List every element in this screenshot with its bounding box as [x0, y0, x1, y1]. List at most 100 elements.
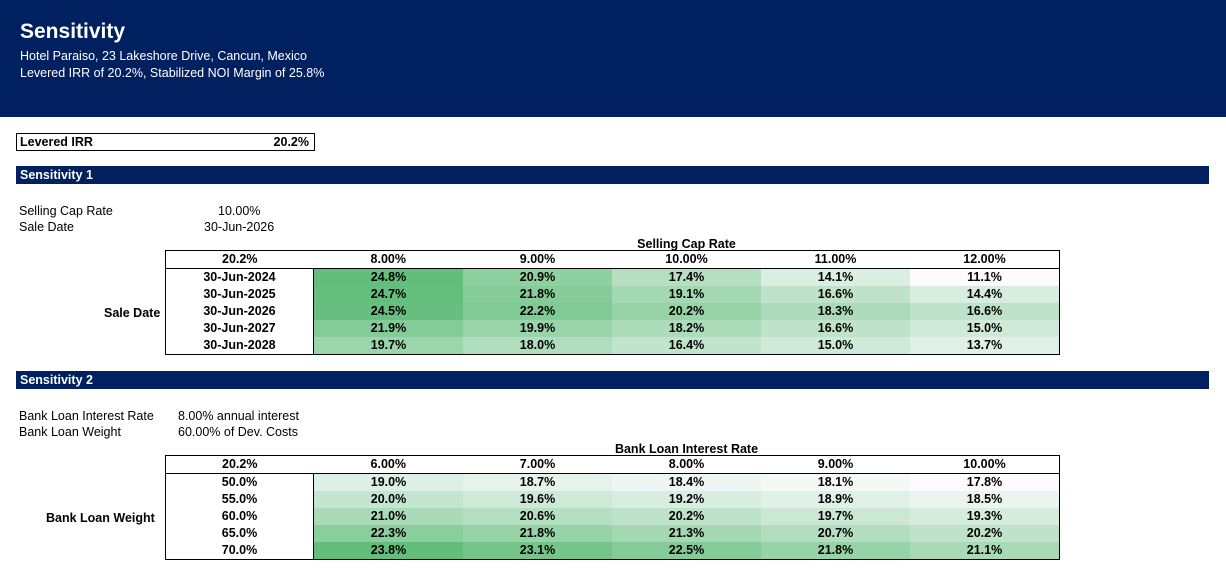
irr-cell[interactable]: 20.2%	[910, 525, 1060, 542]
row-header[interactable]: 60.0%	[165, 508, 314, 525]
irr-cell[interactable]: 22.3%	[313, 525, 463, 542]
irr-cell[interactable]: 18.7%	[463, 473, 612, 491]
levered-irr-label: Levered IRR	[20, 135, 93, 149]
irr-cell[interactable]: 24.5%	[313, 303, 463, 320]
irr-cell[interactable]: 21.8%	[761, 542, 910, 560]
column-header[interactable]: 10.00%	[612, 250, 761, 269]
row-header[interactable]: 70.0%	[165, 542, 314, 560]
irr-cell[interactable]: 14.4%	[910, 286, 1060, 303]
sensitivity-table-1: 20.2% 8.00% 9.00% 10.00% 11.00% 12.00% 30-Jun-…	[165, 250, 1060, 355]
irr-cell[interactable]: 18.9%	[761, 491, 910, 508]
irr-cell[interactable]: 20.2%	[612, 508, 761, 525]
irr-cell[interactable]: 23.8%	[313, 542, 463, 560]
column-header[interactable]: 7.00%	[463, 455, 612, 474]
column-header[interactable]: 12.00%	[910, 250, 1060, 269]
irr-cell[interactable]: 18.4%	[612, 473, 761, 491]
row-axis-label: Bank Loan Weight	[46, 511, 155, 525]
column-axis-label: Selling Cap Rate	[637, 237, 736, 251]
table-row: 30-Jun-2024 24.8% 20.9% 17.4% 14.1% 11.1%	[165, 268, 1060, 286]
irr-cell[interactable]: 20.7%	[761, 525, 910, 542]
column-header[interactable]: 8.00%	[612, 455, 761, 474]
section-header-sensitivity-1: Sensitivity 1	[16, 166, 1209, 184]
row-header[interactable]: 55.0%	[165, 491, 314, 508]
table-header-row: 20.2% 8.00% 9.00% 10.00% 11.00% 12.00%	[165, 250, 1060, 269]
irr-cell[interactable]: 21.8%	[463, 286, 612, 303]
row-header[interactable]: 30-Jun-2024	[165, 268, 314, 286]
irr-cell[interactable]: 17.4%	[612, 268, 761, 286]
table-row: 30-Jun-2025 24.7% 21.8% 19.1% 16.6% 14.4%	[165, 286, 1060, 303]
irr-cell[interactable]: 14.1%	[761, 268, 910, 286]
irr-cell[interactable]: 20.2%	[612, 303, 761, 320]
irr-cell[interactable]: 18.2%	[612, 320, 761, 337]
row-header[interactable]: 30-Jun-2028	[165, 337, 314, 355]
row-header[interactable]: 30-Jun-2027	[165, 320, 314, 337]
irr-cell[interactable]: 18.5%	[910, 491, 1060, 508]
input-value[interactable]: 10.00%	[218, 204, 261, 218]
row-header[interactable]: 30-Jun-2026	[165, 303, 314, 320]
input-label: Sale Date	[19, 220, 74, 234]
sensitivity-table-2: 20.2% 6.00% 7.00% 8.00% 9.00% 10.00% 50.0% 19.0…	[165, 455, 1060, 560]
input-value[interactable]: 8.00% annual interest	[178, 409, 299, 423]
irr-cell[interactable]: 19.1%	[612, 286, 761, 303]
column-header[interactable]: 10.00%	[910, 455, 1060, 474]
irr-cell[interactable]: 19.2%	[612, 491, 761, 508]
table-row: 65.0% 22.3% 21.8% 21.3% 20.7% 20.2%	[165, 525, 1060, 542]
column-header[interactable]: 9.00%	[463, 250, 612, 269]
row-header[interactable]: 50.0%	[165, 473, 314, 491]
property-address: Hotel Paraiso, 23 Lakeshore Drive, Cancu…	[20, 49, 307, 63]
irr-cell[interactable]: 24.8%	[313, 268, 463, 286]
column-header[interactable]: 9.00%	[761, 455, 910, 474]
irr-cell[interactable]: 18.3%	[761, 303, 910, 320]
irr-cell[interactable]: 18.0%	[463, 337, 612, 355]
irr-cell[interactable]: 19.3%	[910, 508, 1060, 525]
irr-cell[interactable]: 21.9%	[313, 320, 463, 337]
irr-cell[interactable]: 19.9%	[463, 320, 612, 337]
row-axis-label: Sale Date	[104, 306, 161, 320]
irr-cell[interactable]: 20.0%	[313, 491, 463, 508]
column-header[interactable]: 8.00%	[313, 250, 463, 269]
irr-cell[interactable]: 16.6%	[910, 303, 1060, 320]
irr-cell[interactable]: 22.2%	[463, 303, 612, 320]
section-header-sensitivity-2: Sensitivity 2	[16, 371, 1209, 389]
levered-irr-value: 20.2%	[273, 135, 309, 149]
irr-cell[interactable]: 19.0%	[313, 473, 463, 491]
irr-cell[interactable]: 21.0%	[313, 508, 463, 525]
irr-cell[interactable]: 20.6%	[463, 508, 612, 525]
irr-cell[interactable]: 20.9%	[463, 268, 612, 286]
input-value[interactable]: 30-Jun-2026	[204, 220, 275, 234]
irr-cell[interactable]: 21.8%	[463, 525, 612, 542]
row-header[interactable]: 65.0%	[165, 525, 314, 542]
base-case-corner[interactable]: 20.2%	[165, 250, 314, 269]
input-value[interactable]: 60.00% of Dev. Costs	[178, 425, 298, 439]
column-axis-label: Bank Loan Interest Rate	[614, 442, 759, 456]
irr-cell[interactable]: 15.0%	[761, 337, 910, 355]
section-title: Sensitivity 2	[20, 373, 93, 387]
irr-cell[interactable]: 13.7%	[910, 337, 1060, 355]
irr-cell[interactable]: 11.1%	[910, 268, 1060, 286]
irr-cell[interactable]: 24.7%	[313, 286, 463, 303]
irr-cell[interactable]: 18.1%	[761, 473, 910, 491]
column-header[interactable]: 6.00%	[313, 455, 463, 474]
irr-cell[interactable]: 16.4%	[612, 337, 761, 355]
report-banner: Sensitivity Hotel Paraiso, 23 Lakeshore …	[0, 0, 1226, 117]
irr-cell[interactable]: 19.7%	[761, 508, 910, 525]
irr-cell[interactable]: 16.6%	[761, 320, 910, 337]
table-row: 55.0% 20.0% 19.6% 19.2% 18.9% 18.5%	[165, 491, 1060, 508]
levered-irr-box[interactable]: Levered IRR 20.2%	[16, 133, 315, 151]
irr-cell[interactable]: 21.1%	[910, 542, 1060, 560]
table-header-row: 20.2% 6.00% 7.00% 8.00% 9.00% 10.00%	[165, 455, 1060, 474]
irr-cell[interactable]: 19.6%	[463, 491, 612, 508]
irr-cell[interactable]: 23.1%	[463, 542, 612, 560]
row-header[interactable]: 30-Jun-2025	[165, 286, 314, 303]
page-title: Sensitivity	[20, 20, 126, 43]
irr-cell[interactable]: 19.7%	[313, 337, 463, 355]
summary-line: Levered IRR of 20.2%, Stabilized NOI Mar…	[20, 66, 325, 80]
irr-cell[interactable]: 17.8%	[910, 473, 1060, 491]
irr-cell[interactable]: 15.0%	[910, 320, 1060, 337]
base-case-corner[interactable]: 20.2%	[165, 455, 314, 474]
irr-cell[interactable]: 16.6%	[761, 286, 910, 303]
irr-cell[interactable]: 22.5%	[612, 542, 761, 560]
table-row: 50.0% 19.0% 18.7% 18.4% 18.1% 17.8%	[165, 473, 1060, 491]
irr-cell[interactable]: 21.3%	[612, 525, 761, 542]
column-header[interactable]: 11.00%	[761, 250, 910, 269]
